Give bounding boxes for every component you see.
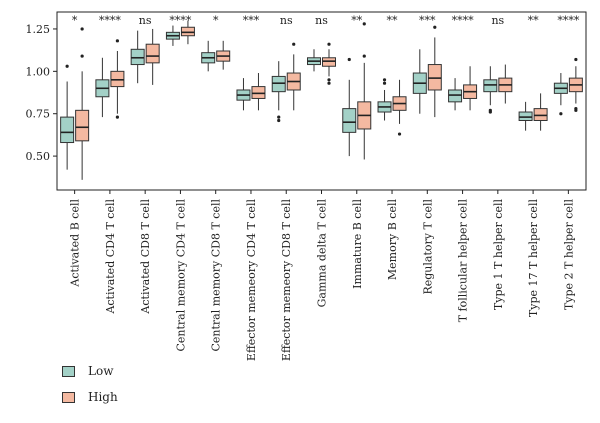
high-outlier-point — [80, 27, 84, 31]
category-label: Central memory CD8 T cell — [210, 199, 223, 352]
significance-label: **** — [169, 14, 192, 27]
significance-label: ** — [528, 14, 540, 27]
low-outlier-point — [347, 57, 351, 62]
high-box — [110, 70, 125, 88]
high-outlier-point — [80, 54, 84, 58]
high-box — [145, 43, 160, 64]
significance-label: ** — [351, 14, 363, 27]
high-outlier-point — [292, 42, 296, 46]
category-label: Central memory CD4 T cell — [174, 199, 187, 352]
low-box — [483, 79, 498, 93]
significance-label: *** — [243, 14, 260, 27]
significance-label: **** — [557, 14, 580, 27]
high-box — [322, 57, 336, 67]
category-label: Activated CD4 T cell — [104, 199, 117, 315]
y-tick-label: 1.25 — [26, 23, 51, 36]
category-label: Activated B cell — [69, 199, 82, 288]
high-box — [251, 86, 266, 99]
high-outlier-point — [397, 132, 402, 136]
category-label: Regulatory T cell — [421, 199, 434, 295]
category-label: Immature B cell — [351, 199, 364, 289]
high-outlier-point — [574, 57, 578, 62]
high-box — [533, 108, 548, 121]
high-outlier-point — [115, 115, 119, 119]
category-label: T follicular helper cell — [457, 199, 470, 323]
high-outlier-point — [327, 42, 331, 46]
category-label: Memory B cell — [386, 199, 399, 281]
low-outlier-point — [277, 115, 281, 119]
low-outlier-point — [382, 78, 387, 82]
high-box — [180, 26, 195, 37]
legend-swatch-low — [62, 366, 75, 377]
high-outlier-point — [327, 78, 331, 82]
low-box — [448, 89, 463, 103]
significance-label: ** — [387, 14, 399, 27]
high-outlier-point — [362, 54, 366, 58]
low-box — [130, 48, 145, 66]
significance-label: **** — [99, 14, 122, 27]
legend-label-low: Low — [88, 364, 114, 378]
high-outlier-point — [115, 39, 119, 43]
category-label: Effector memeory CD4 T cell — [245, 199, 258, 362]
plot-area: 0.500.751.001.25*Activated B cell****Act… — [26, 11, 587, 362]
low-outlier-point — [277, 118, 281, 123]
low-box — [342, 108, 357, 133]
low-outlier-point — [65, 64, 69, 68]
significance-label: * — [213, 14, 219, 27]
low-outlier-point — [488, 108, 492, 112]
high-outlier-point — [362, 22, 366, 26]
y-tick-label: 0.75 — [26, 108, 51, 121]
low-box — [271, 75, 286, 93]
category-label: Type 17 T helper cell — [527, 199, 540, 318]
high-outlier-point — [433, 25, 437, 29]
y-tick-label: 0.50 — [26, 150, 51, 163]
legend-swatch-high — [62, 392, 75, 403]
low-outlier-point — [382, 81, 387, 85]
legend-label-high: High — [88, 390, 118, 404]
low-box — [518, 111, 533, 121]
y-tick-label: 1.00 — [26, 65, 51, 78]
plot-frame — [56, 11, 587, 191]
category-label: Activated CD8 T cell — [139, 199, 152, 315]
significance-label: ns — [315, 14, 328, 27]
significance-label: *** — [419, 14, 436, 27]
high-box — [75, 109, 90, 142]
significance-label: **** — [452, 14, 475, 27]
category-label: Gamma delta T cell — [316, 199, 329, 308]
low-box — [60, 116, 75, 144]
significance-label: ns — [280, 14, 293, 27]
significance-label: ns — [491, 14, 504, 27]
low-outlier-point — [559, 112, 563, 116]
category-label: Effector memeory CD8 T cell — [280, 199, 293, 362]
category-label: Type 2 T helper cell — [562, 199, 575, 311]
category-label: Type 1 T helper cell — [492, 199, 505, 311]
significance-label: ns — [139, 14, 152, 27]
high-outlier-point — [574, 107, 578, 111]
significance-label: * — [72, 14, 78, 27]
high-outlier-point — [327, 81, 331, 85]
high-box — [427, 64, 442, 91]
